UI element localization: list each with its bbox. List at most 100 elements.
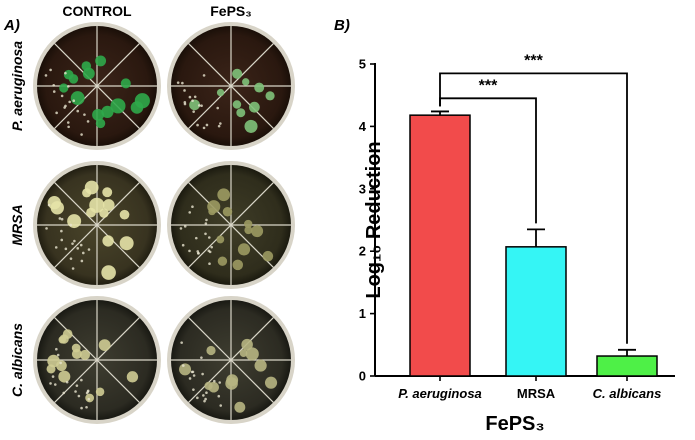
petri-dish (167, 22, 295, 150)
colony-speck (58, 217, 62, 220)
colony-speck (52, 83, 56, 87)
colony-speck (210, 245, 213, 249)
colony-speck (204, 232, 207, 236)
colony-spot (254, 82, 265, 93)
colony-speck (64, 71, 67, 75)
colony-speck (87, 248, 91, 251)
panel-b-label: B) (334, 17, 350, 34)
colony-speck (181, 243, 185, 247)
colony-speck (196, 123, 199, 127)
colony-spot (58, 370, 71, 383)
colony-spot (239, 349, 248, 357)
colony-speck (80, 133, 83, 136)
colony-speck (180, 341, 183, 344)
colony-speck (203, 399, 206, 403)
colony-speck (181, 81, 184, 85)
colony-speck (47, 203, 51, 207)
colony-spot (236, 108, 246, 118)
colony-spot (189, 99, 200, 111)
colony-speck (56, 353, 60, 357)
colony-speck (200, 104, 203, 107)
colony-speck (191, 205, 194, 209)
colony-speck (188, 249, 191, 253)
colony-spot (68, 74, 79, 84)
row-label-c-albicans: C. albicans (9, 323, 25, 397)
sector-divider-line (54, 182, 140, 268)
panel-a-label: A) (3, 17, 20, 34)
colony-speck (219, 122, 222, 125)
row-label-mrsa: MRSA (9, 204, 25, 245)
colony-speck (76, 247, 80, 250)
colony-speck (44, 74, 48, 77)
sector-divider-line (54, 317, 140, 403)
colony-speck (192, 374, 196, 377)
colony-spot (251, 225, 264, 238)
colony-speck (71, 267, 75, 270)
colony-spot (265, 91, 275, 101)
colony-speck (83, 113, 86, 116)
colony-speck (188, 95, 192, 99)
colony-speck (72, 99, 76, 103)
y-tick-label: 4 (359, 119, 367, 134)
petri-dish (167, 161, 295, 289)
colony-spot (84, 180, 99, 195)
bar (409, 114, 471, 377)
colony-speck (204, 222, 208, 225)
colony-spot (120, 78, 131, 89)
colony-spot (134, 93, 150, 109)
colony-spot (208, 381, 219, 393)
colony-spot (216, 235, 225, 244)
bar (596, 355, 658, 377)
colony-speck (75, 384, 79, 387)
colony-speck (192, 388, 195, 391)
colony-speck (181, 364, 185, 367)
x-axis-title: FePS₃ (485, 413, 544, 435)
petri-dish (33, 161, 161, 289)
colony-spot (206, 345, 216, 356)
colony-speck (207, 236, 211, 239)
colony-speck (53, 383, 57, 386)
colony-speck (202, 394, 205, 397)
colony-speck (204, 397, 207, 401)
colony-spot (95, 387, 105, 397)
colony-spot (67, 214, 82, 229)
colony-spot (244, 119, 258, 133)
colony-spot (179, 363, 192, 376)
sector-divider-line (54, 43, 140, 129)
colony-spot (232, 68, 243, 79)
colony-speck (68, 100, 71, 104)
colony-spot (71, 343, 81, 353)
petri-dish (167, 296, 295, 424)
colony-speck (60, 229, 63, 233)
colony-speck (60, 94, 64, 98)
colony-speck (69, 223, 73, 227)
colony-speck (188, 377, 192, 380)
colony-speck (85, 405, 88, 409)
colony-spot (254, 359, 267, 372)
colony-speck (196, 396, 199, 400)
colony-speck (197, 251, 200, 255)
colony-spot (126, 371, 139, 383)
colony-spot (58, 336, 66, 344)
colony-spot (225, 377, 238, 390)
colony-speck (208, 262, 211, 266)
colony-spot (95, 118, 106, 129)
colony-spot (237, 243, 251, 256)
colony-spot (248, 101, 260, 113)
colony-spot (245, 347, 259, 361)
colony-spot (119, 209, 130, 220)
colony-speck (80, 259, 84, 263)
colony-speck (67, 125, 70, 129)
colony-speck (73, 239, 76, 243)
colony-spot (110, 98, 126, 114)
petri-dish (33, 296, 161, 424)
colony-speck (60, 217, 64, 221)
colony-speck (80, 406, 83, 410)
column-header-feps3: FePS₃ (210, 3, 252, 19)
colony-speck (52, 90, 56, 93)
colony-spot (95, 55, 107, 67)
colony-speck (183, 89, 186, 92)
colony-speck (218, 381, 222, 384)
colony-speck (80, 378, 83, 382)
